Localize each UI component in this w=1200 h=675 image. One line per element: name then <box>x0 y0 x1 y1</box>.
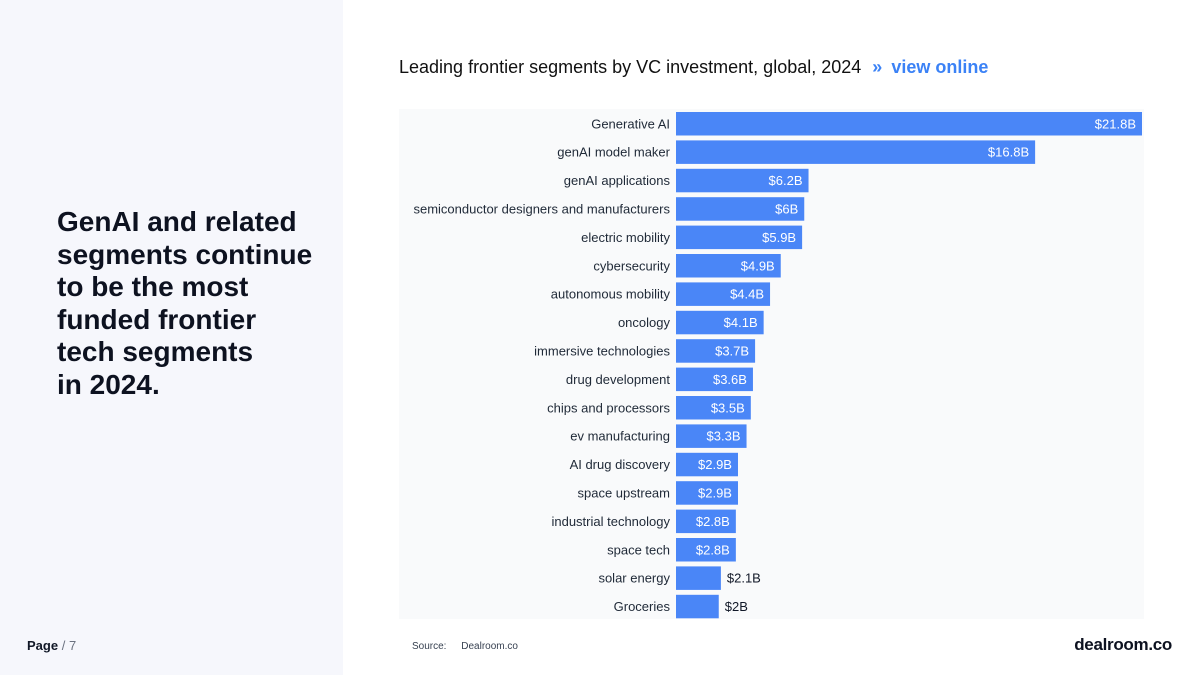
category-label: chips and processors <box>547 400 670 415</box>
value-label: $5.9B <box>762 230 796 245</box>
bar <box>676 566 721 590</box>
category-label: autonomous mobility <box>551 287 671 302</box>
bar <box>676 396 751 420</box>
value-label: $2.9B <box>698 485 732 500</box>
category-label: space upstream <box>578 485 671 500</box>
bar <box>676 310 764 335</box>
value-label: $4.9B <box>741 258 775 273</box>
category-label: solar energy <box>598 571 670 586</box>
bar <box>676 538 736 562</box>
dealroom-logo: dealroom.co <box>1074 635 1172 654</box>
value-label: $16.8B <box>988 145 1029 160</box>
category-label: electric mobility <box>581 230 670 245</box>
value-label: $6B <box>775 201 798 216</box>
category-label: oncology <box>618 315 671 330</box>
bar <box>676 197 805 221</box>
value-label: $3.6B <box>713 372 747 387</box>
category-label: genAI model maker <box>557 145 670 160</box>
bar <box>676 594 719 619</box>
bar <box>676 168 809 193</box>
value-label: $4.1B <box>724 315 758 330</box>
value-label: $2.1B <box>727 571 761 586</box>
category-label: drug development <box>566 372 670 387</box>
bar-chart: Generative AI $21.8B genAI model maker $16.… <box>399 109 1144 619</box>
value-label: $2.8B <box>696 542 730 557</box>
category-label: Generative AI <box>591 116 670 131</box>
bar <box>676 509 736 534</box>
category-label: Groceries <box>614 599 671 614</box>
page-indicator: Page / 7 <box>27 638 76 653</box>
chart-title-row: Leading frontier segments by VC investme… <box>399 57 988 78</box>
source-value: Dealroom.co <box>461 641 518 652</box>
page-word: Page <box>27 638 59 653</box>
bar <box>676 112 1142 136</box>
category-label: semiconductor designers and manufacturer… <box>413 201 670 216</box>
bar <box>676 254 781 278</box>
bar-chart-svg: Generative AI $21.8B genAI model maker $16.… <box>413 112 1142 619</box>
category-label: cybersecurity <box>593 258 670 273</box>
headline: GenAI and related segments continue to b… <box>57 206 313 400</box>
value-label: $2B <box>725 599 748 614</box>
category-label: space tech <box>607 542 670 557</box>
category-label: genAI applications <box>564 173 671 188</box>
left-panel: GenAI and related segments continue to b… <box>0 0 343 675</box>
bar <box>676 367 753 392</box>
value-label: $6.2B <box>769 173 803 188</box>
chart-title: Leading frontier segments by VC investme… <box>399 57 862 77</box>
link-marker-icon: » <box>872 57 883 77</box>
view-online-link[interactable]: view online <box>891 57 989 77</box>
value-label: $21.8B <box>1095 116 1136 131</box>
category-label: ev manufacturing <box>570 429 670 444</box>
value-label: $3.3B <box>707 429 741 444</box>
bar <box>676 282 771 306</box>
bar <box>676 452 738 477</box>
value-label: $4.4B <box>730 287 764 302</box>
value-label: $2.9B <box>698 457 732 472</box>
value-label: $2.8B <box>696 514 730 529</box>
value-label: $3.5B <box>711 400 745 415</box>
bar <box>676 424 747 448</box>
source-label: Source: <box>412 641 447 652</box>
bar <box>676 339 756 363</box>
value-label: $3.7B <box>715 343 749 358</box>
page-number: 7 <box>68 638 77 653</box>
bar <box>676 140 1036 164</box>
page-separator: / <box>61 638 66 653</box>
source-note: Source: Dealroom.co <box>412 641 518 652</box>
bar <box>676 481 738 505</box>
bar <box>676 225 803 250</box>
category-label: AI drug discovery <box>570 457 671 472</box>
category-label: immersive technologies <box>534 343 670 358</box>
category-label: industrial technology <box>551 514 670 529</box>
